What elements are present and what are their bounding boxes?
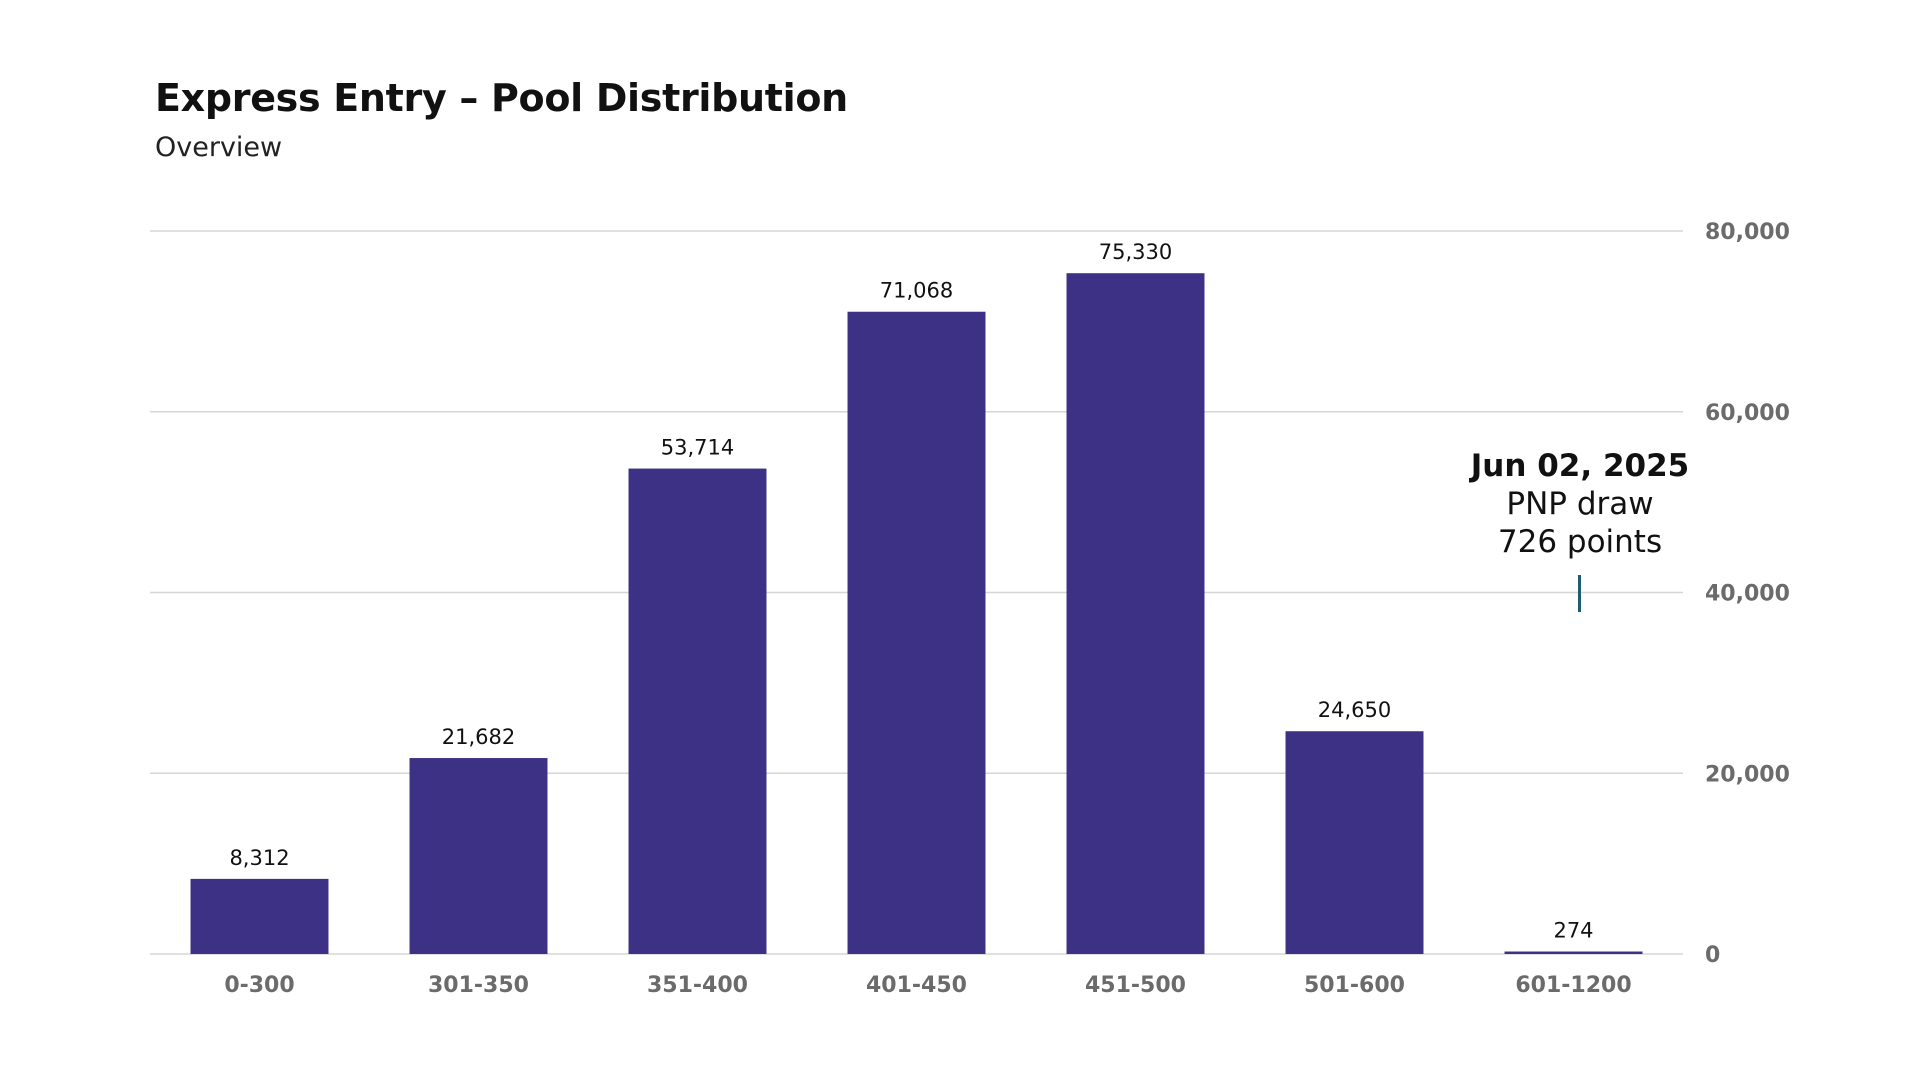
annotation-points: 726 points: [1497, 524, 1663, 560]
x-tick-label: 601-1200: [1515, 973, 1631, 998]
x-tick-label: 501-600: [1304, 973, 1405, 998]
bar: [409, 758, 548, 954]
x-tick-label: 401-450: [866, 973, 967, 998]
bar-value-label: 8,312: [229, 846, 289, 870]
annotation-draw-type: PNP draw: [1506, 486, 1654, 522]
bar-value-label: 24,650: [1318, 698, 1391, 722]
x-tick-label: 451-500: [1085, 973, 1186, 998]
y-tick-label: 20,000: [1705, 762, 1790, 787]
bar: [628, 468, 767, 954]
bars: [190, 273, 1643, 954]
bar: [1066, 273, 1205, 954]
bar: [190, 878, 329, 954]
draw-annotation: Jun 02, 2025 PNP draw 726 points: [1430, 447, 1730, 561]
bar-value-label: 274: [1553, 919, 1593, 943]
y-tick-label: 60,000: [1705, 401, 1790, 426]
x-tick-label: 351-400: [647, 973, 748, 998]
x-tick-label: 0-300: [224, 973, 294, 998]
data-labels: 8,312 21,682 53,714 71,068 75,330 24,650 274: [229, 240, 1593, 942]
bar: [1504, 951, 1643, 954]
y-tick-label: 0: [1705, 943, 1720, 968]
bar-value-label: 21,682: [442, 725, 515, 749]
chart-subtitle: Overview: [155, 132, 283, 163]
bar: [847, 311, 986, 954]
chart-title: Express Entry – Pool Distribution: [155, 76, 848, 120]
bar-value-label: 71,068: [880, 279, 953, 303]
y-axis-ticks: 0 20,000 40,000 60,000 80,000: [1705, 220, 1790, 968]
bar-value-label: 53,714: [661, 436, 734, 460]
x-tick-label: 301-350: [428, 973, 529, 998]
bar-value-label: 75,330: [1099, 240, 1172, 264]
bar: [1285, 731, 1424, 954]
y-tick-label: 80,000: [1705, 220, 1790, 245]
annotation-marker: [1578, 575, 1581, 612]
y-tick-label: 40,000: [1705, 582, 1790, 607]
annotation-date: Jun 02, 2025: [1470, 448, 1690, 484]
x-axis-ticks: 0-300 301-350 351-400 401-450 451-500 501-600…: [224, 973, 1631, 998]
